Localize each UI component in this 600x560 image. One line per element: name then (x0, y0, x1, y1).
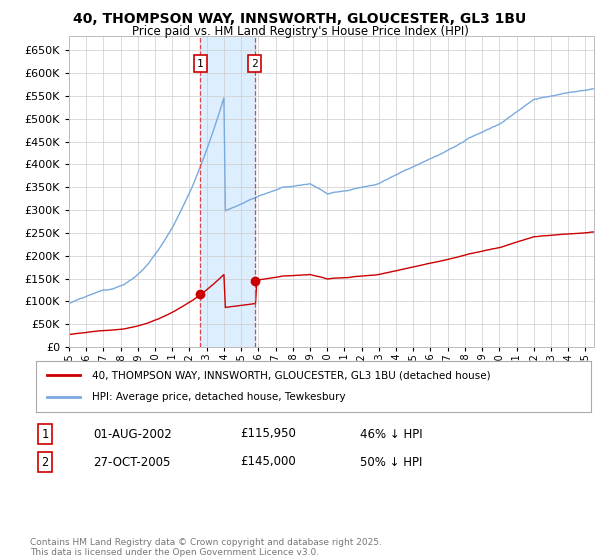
Text: £115,950: £115,950 (240, 427, 296, 441)
Text: £145,000: £145,000 (240, 455, 296, 469)
Text: 1: 1 (41, 427, 49, 441)
Text: 01-AUG-2002: 01-AUG-2002 (93, 427, 172, 441)
Text: 2: 2 (251, 59, 258, 69)
Text: HPI: Average price, detached house, Tewkesbury: HPI: Average price, detached house, Tewk… (92, 393, 345, 403)
Text: 40, THOMPSON WAY, INNSWORTH, GLOUCESTER, GL3 1BU: 40, THOMPSON WAY, INNSWORTH, GLOUCESTER,… (73, 12, 527, 26)
Text: Contains HM Land Registry data © Crown copyright and database right 2025.
This d: Contains HM Land Registry data © Crown c… (30, 538, 382, 557)
Text: Price paid vs. HM Land Registry's House Price Index (HPI): Price paid vs. HM Land Registry's House … (131, 25, 469, 38)
Text: 2: 2 (41, 455, 49, 469)
Text: 1: 1 (197, 59, 203, 69)
Text: 40, THOMPSON WAY, INNSWORTH, GLOUCESTER, GL3 1BU (detached house): 40, THOMPSON WAY, INNSWORTH, GLOUCESTER,… (92, 370, 490, 380)
Bar (200, 36, 255, 347)
Text: 50% ↓ HPI: 50% ↓ HPI (360, 455, 422, 469)
Text: 46% ↓ HPI: 46% ↓ HPI (360, 427, 422, 441)
Text: 27-OCT-2005: 27-OCT-2005 (93, 455, 170, 469)
